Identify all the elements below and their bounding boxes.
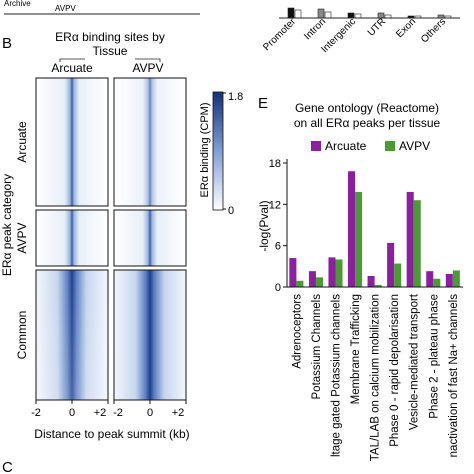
bar-avpv xyxy=(355,191,363,287)
y-tick-label: 6 xyxy=(275,241,281,253)
top-bar-fragments xyxy=(287,7,452,19)
row-label-avpv: AVPV xyxy=(15,222,29,253)
bar-arcuate xyxy=(387,242,395,287)
heatmap-avpv-avpv xyxy=(114,210,186,266)
panel-b-title-line2: Tissue xyxy=(93,44,128,58)
bar-avpv xyxy=(433,278,441,287)
chart-title-line1: Gene ontology (Reactome) xyxy=(295,101,439,115)
y-tick-label: 18 xyxy=(269,158,281,170)
category-label: Vesicle-mediated transport xyxy=(409,293,421,430)
category-label: Adrenoceptors xyxy=(291,294,303,369)
heatmap-avpv-common xyxy=(114,270,186,400)
bar-arcuate xyxy=(328,257,336,287)
category-label: Membrane Trafficking xyxy=(350,294,362,404)
top-bar-fragment xyxy=(324,11,332,19)
heatmap-arcuate-avpv xyxy=(36,210,108,266)
category-label: ltage gated Potassium channels xyxy=(330,294,342,457)
category-label: TAL/LAB on calcium mobilization xyxy=(370,294,382,461)
avpv-top-label: AVPV xyxy=(55,4,76,13)
tick-label: -2 xyxy=(113,407,123,419)
y-tick-label: 0 xyxy=(275,282,281,294)
heatmap-avpv-arcuate xyxy=(114,78,186,206)
bar-avpv xyxy=(296,280,304,287)
top-category-label: Others xyxy=(419,16,448,45)
row-label-arcuate: Arcuate xyxy=(15,121,29,163)
legend: Arcuate AVPV xyxy=(311,139,430,153)
bar-arcuate xyxy=(406,191,414,287)
bar-avpv xyxy=(452,270,460,287)
bar-arcuate xyxy=(426,271,434,287)
category-label: Phase 2 - plateau phase xyxy=(428,294,440,419)
row-label-common: Common xyxy=(15,311,29,360)
top-category-label: UTR xyxy=(366,16,388,38)
tick-label: -2 xyxy=(31,407,41,419)
title-bracket xyxy=(59,58,161,62)
panel-b-letter: B xyxy=(2,35,12,52)
legend-swatch-avpv xyxy=(385,141,395,151)
legend-label-avpv: AVPV xyxy=(399,139,430,153)
bar-avpv xyxy=(335,259,343,287)
y-axis-label: -log(Pval) xyxy=(257,200,271,251)
bar-avpv xyxy=(374,284,382,287)
column-header-avpv: AVPV xyxy=(132,61,163,75)
colorbar-max-label: 1.8 xyxy=(228,91,243,103)
legend-swatch-arcuate xyxy=(311,141,321,151)
panel-e: E Gene ontology (Reactome) on all ERα pe… xyxy=(257,95,463,461)
top-bar-fragment xyxy=(354,13,362,19)
heatmap-arcuate-arcuate xyxy=(36,78,108,206)
tick-label: +2 xyxy=(94,407,107,419)
bar-avpv xyxy=(315,277,323,287)
tick-label: 0 xyxy=(69,407,75,419)
archive-label: Archive xyxy=(4,0,31,8)
heatmap-x-label: Distance to peak summit (kb) xyxy=(34,427,189,441)
bar-arcuate xyxy=(308,271,316,287)
chart-title-line2: on all ERα peaks per tissue xyxy=(294,116,441,130)
category-label: Phase 0 - rapid depolarisation xyxy=(389,294,401,447)
panel-c-letter: C xyxy=(2,459,13,474)
bar-series xyxy=(289,171,460,287)
row-axis-label: ERα peak category xyxy=(0,174,14,276)
column-header-arcuate: Arcuate xyxy=(51,61,93,75)
tick-label: +2 xyxy=(172,407,185,419)
bar-avpv xyxy=(413,200,421,287)
category-labels: Adrenoceptors Potassium Channels ltage gat… xyxy=(291,293,459,461)
bar-arcuate xyxy=(367,275,375,287)
colorbar-min-label: 0 xyxy=(228,205,234,217)
top-category-label: Intron xyxy=(302,16,328,42)
legend-label-arcuate: Arcuate xyxy=(325,139,367,153)
colorbar: 1.8 0 ERα binding (CPM) xyxy=(199,91,243,217)
heatmap-arcuate-column xyxy=(35,77,109,401)
top-bar-fragment xyxy=(294,9,302,19)
top-category-label: Exon xyxy=(394,16,418,40)
heatmap-x-ticks: -2 0 +2 -2 0 +2 xyxy=(31,400,187,419)
category-label: Potassium Channels xyxy=(311,294,323,400)
colorbar-label: ERα binding (CPM) xyxy=(199,103,211,198)
bar-arcuate xyxy=(445,273,453,287)
category-label: nactivation of fast Na+ channels xyxy=(448,294,460,458)
y-tick-label: 12 xyxy=(269,199,281,211)
panel-e-letter: E xyxy=(258,95,268,112)
bar-arcuate xyxy=(289,258,297,287)
panel-b: B ERα binding sites by Tissue Arcuate AV… xyxy=(0,30,243,474)
tick-label: 0 xyxy=(147,407,153,419)
panel-b-title-line1: ERα binding sites by xyxy=(55,30,165,44)
bar-avpv xyxy=(394,263,402,287)
heatmap-avpv-column xyxy=(113,77,187,401)
y-axis-ticks: 0 6 12 18 xyxy=(269,158,287,294)
top-category-label: Promoter xyxy=(261,16,298,53)
bar-arcuate xyxy=(348,171,356,287)
colorbar-gradient xyxy=(212,91,224,211)
